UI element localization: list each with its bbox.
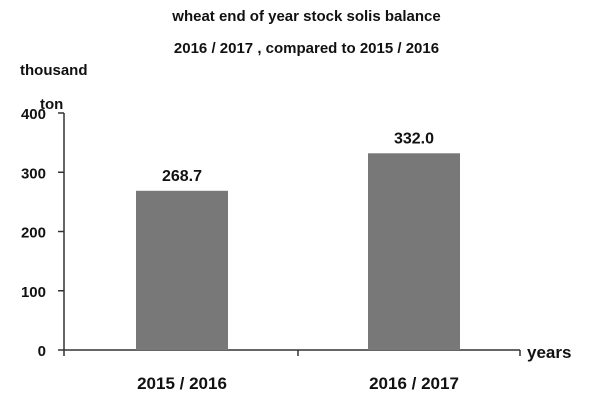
data-label-0: 268.7	[162, 168, 202, 185]
y-tick-label-0: 0	[38, 343, 46, 360]
y-tick-label-1: 100	[21, 284, 46, 301]
data-label-1: 332.0	[394, 130, 434, 147]
bar-0	[136, 191, 228, 350]
category-label-1: 2016 / 2017	[369, 374, 459, 393]
bar-1	[368, 153, 460, 350]
y-tick-label-2: 200	[21, 225, 46, 242]
y-tick-label-4: 400	[21, 106, 46, 123]
y-tick-label-3: 300	[21, 165, 46, 182]
category-label-0: 2015 / 2016	[137, 374, 227, 393]
